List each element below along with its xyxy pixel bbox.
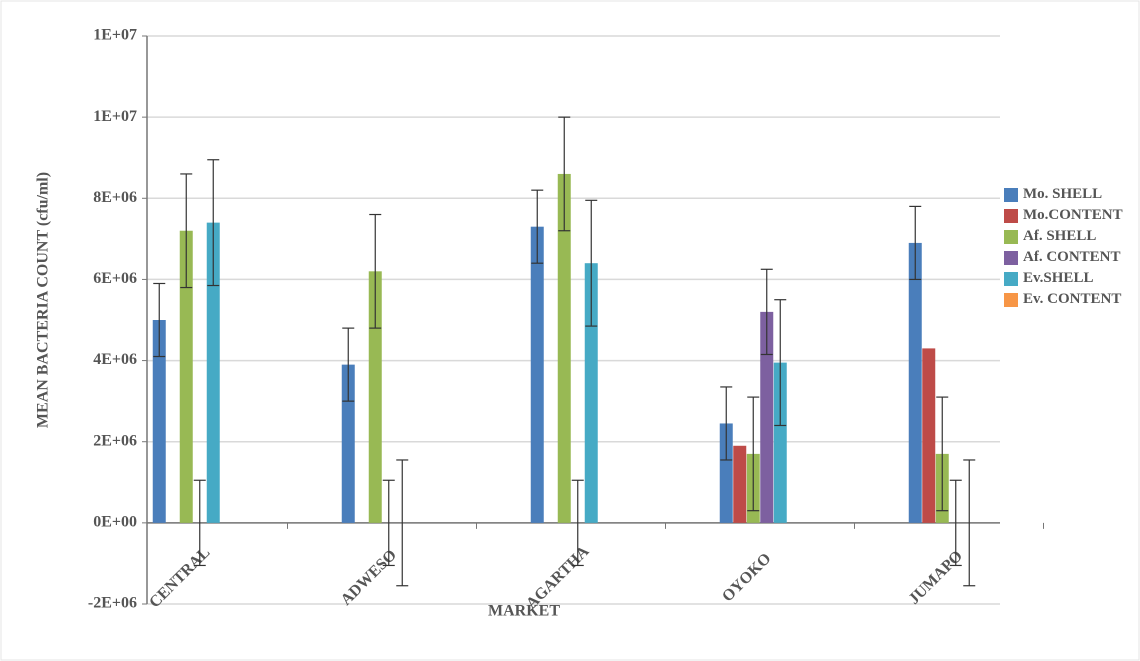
y-tick-label: 6E+06: [93, 270, 137, 287]
legend-label: Mo. SHELL: [1023, 186, 1103, 202]
bar: [719, 423, 733, 523]
bar: [908, 242, 922, 523]
legend-label: Ev.SHELL: [1023, 270, 1094, 286]
error-bar: [720, 386, 733, 461]
bar: [584, 263, 598, 523]
y-tick-label: 2E+06: [93, 432, 137, 449]
error-bar: [180, 173, 193, 289]
legend-item: Mo. SHELL: [1004, 186, 1138, 203]
error-bar: [949, 479, 962, 567]
legend-swatch: [1004, 272, 1018, 286]
error-bar: [571, 479, 584, 567]
legend-label: Ev. CONTENT: [1023, 291, 1122, 307]
error-bar: [396, 459, 409, 587]
bar: [733, 445, 747, 523]
bar: [530, 226, 544, 523]
error-bar: [207, 159, 220, 287]
x-tick-label: CENTRAL: [146, 544, 213, 611]
y-tick-label: 0E+00: [93, 514, 137, 531]
y-axis-title: MEAN BACTERIA COUNT (cfu/ml): [35, 172, 52, 428]
legend-item: Ev.SHELL: [1004, 270, 1138, 287]
legend-swatch: [1004, 209, 1018, 223]
legend: Mo. SHELL Mo.CONTENT Af. SHELL Af. CONTENT E…: [1004, 186, 1138, 312]
legend-swatch: [1004, 230, 1018, 244]
error-bar: [909, 205, 922, 281]
bar: [152, 320, 166, 523]
error-bar: [774, 299, 787, 427]
legend-item: Af. CONTENT: [1004, 249, 1138, 266]
error-bar: [369, 213, 382, 329]
x-tick-label: ADWESO: [338, 547, 400, 609]
bar: [206, 222, 220, 523]
error-bar: [193, 479, 206, 567]
x-axis-title: MARKET: [488, 603, 560, 620]
y-tick-label: 1E+07: [93, 108, 137, 125]
legend-swatch: [1004, 251, 1018, 265]
legend-label: Mo.CONTENT: [1023, 207, 1123, 223]
y-tick-label: -2E+06: [88, 595, 137, 612]
bar: [368, 271, 382, 523]
bar: [760, 311, 774, 523]
legend-label: Af. SHELL: [1023, 228, 1097, 244]
legend-swatch: [1004, 188, 1018, 202]
error-bar: [963, 459, 976, 587]
error-bar: [531, 189, 544, 264]
legend-label: Af. CONTENT: [1023, 249, 1121, 265]
error-bar: [747, 396, 760, 512]
error-bar: [153, 282, 166, 358]
error-bar: [342, 327, 355, 402]
bar: [557, 173, 571, 523]
error-bar: [760, 268, 773, 356]
x-tick-label: JUMAPO: [906, 547, 966, 607]
x-tick-label: OYOKO: [719, 550, 774, 605]
error-bar: [558, 116, 571, 232]
legend-item: Mo.CONTENT: [1004, 207, 1138, 224]
y-tick-label: 4E+06: [93, 351, 137, 368]
legend-item: Ev. CONTENT: [1004, 291, 1138, 308]
y-tick-label: 8E+06: [93, 189, 137, 206]
legend-swatch: [1004, 293, 1018, 307]
legend-item: Af. SHELL: [1004, 228, 1138, 245]
y-tick-label: 1E+07: [93, 27, 137, 44]
bar: [179, 230, 193, 523]
error-bar: [382, 479, 395, 567]
bar: [922, 348, 936, 523]
bar: [341, 364, 355, 523]
error-bar: [936, 396, 949, 512]
bar: [773, 362, 787, 523]
error-bar: [585, 199, 598, 327]
